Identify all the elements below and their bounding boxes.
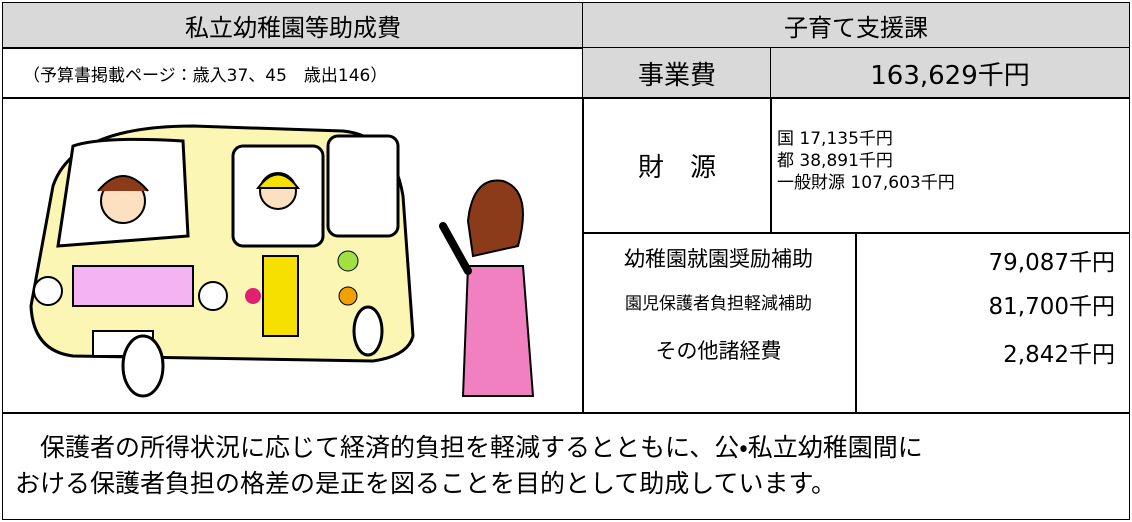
budget-amount: 163,629千円 xyxy=(870,60,1030,91)
item-amount: 79,087千円 xyxy=(988,250,1115,276)
item-name: 幼稚園就園奨励補助 xyxy=(624,247,813,271)
illustration xyxy=(29,123,535,397)
funding-label-cell: 財 源 xyxy=(582,97,772,234)
item-name: その他諸経費 xyxy=(655,339,782,363)
item-amount: 81,700千円 xyxy=(988,294,1115,320)
funding-source: 一般財源 107,603千円 xyxy=(777,173,955,193)
item-amounts-cell xyxy=(855,232,1130,414)
funding-source: 国 17,135千円 xyxy=(777,129,893,149)
description-cell: 保護者の所得状況に応じて経済的負担を軽減するとともに、公・私立幼稚園間に おける… xyxy=(2,412,1130,520)
reference: （予算書掲載ページ：歳入37、45 歳出146） xyxy=(23,65,388,86)
department: 子育て支援課 xyxy=(784,14,928,42)
description-line: おける保護者負担の格差の是正を図ることを目的として助成しています。 xyxy=(15,469,837,498)
title: 私立幼稚園等助成費 xyxy=(185,14,401,42)
funding-sources-cell: 国 17,135千円 都 38,891千円 一般財源 107,603千円 xyxy=(770,97,1130,234)
reference-cell: （予算書掲載ページ：歳入37、45 歳出146） xyxy=(2,47,584,99)
budget-label-cell: 事業費 xyxy=(582,47,772,99)
illustration-cell xyxy=(2,97,584,414)
funding-source: 都 38,891千円 xyxy=(777,151,893,171)
department-cell: 子育て支援課 xyxy=(582,2,1130,49)
item-names-cell xyxy=(582,232,857,414)
budget-amount-cell: 163,629千円 xyxy=(770,47,1130,99)
budget-label: 事業費 xyxy=(637,60,716,91)
item-amount: 2,842千円 xyxy=(1003,342,1115,368)
item-name: 園児保護者負担軽減補助 xyxy=(625,294,812,314)
description-line: 保護者の所得状況に応じて経済的負担を軽減するとともに、公・私立幼稚園間に xyxy=(15,433,923,462)
funding-label: 財 源 xyxy=(637,153,716,183)
title-cell: 私立幼稚園等助成費 xyxy=(2,2,584,49)
